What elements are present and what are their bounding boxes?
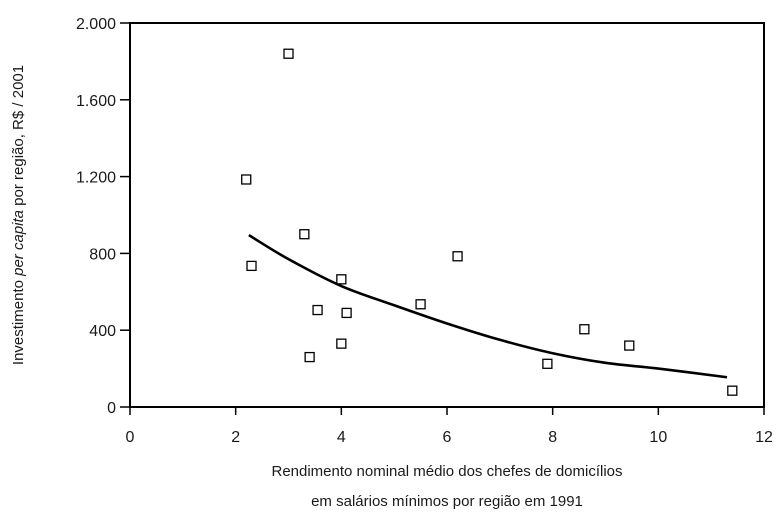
x-tick-label: 0 <box>126 429 135 446</box>
x-tick-label: 8 <box>548 429 557 446</box>
data-point <box>624 340 635 351</box>
x-tick-label: 12 <box>755 429 773 446</box>
data-point <box>415 299 426 310</box>
data-points <box>241 48 738 396</box>
x-tick-label: 10 <box>649 429 667 446</box>
x-axis-title-line-2: em salários mínimos por região em 1991 <box>311 493 583 510</box>
data-point <box>336 274 347 285</box>
data-point <box>241 174 252 185</box>
y-axis-title: Investimento per capita por região, R$ /… <box>10 65 27 365</box>
y-axis: 0 400 800 1.200 1.600 2.000 <box>76 16 130 417</box>
y-tick-label: 0 <box>107 400 116 417</box>
data-point <box>336 338 347 349</box>
x-tick-label: 6 <box>443 429 452 446</box>
x-tick-label: 2 <box>231 429 240 446</box>
plot-frame <box>129 22 765 408</box>
trend-line <box>248 234 728 379</box>
x-tick-label: 4 <box>337 429 346 446</box>
data-point <box>727 385 738 396</box>
y-axis-title-part-1: Investimento <box>10 276 27 365</box>
data-point <box>452 251 463 262</box>
data-point <box>341 307 352 319</box>
data-point <box>283 48 294 59</box>
x-axis-title-line-1: Rendimento nominal médio dos chefes de d… <box>271 463 622 480</box>
data-point <box>246 260 257 272</box>
y-axis-title-part-3: por região, R$ / 2001 <box>10 65 27 210</box>
data-point <box>304 351 315 363</box>
data-point <box>579 324 590 335</box>
y-tick-label: 1.600 <box>76 93 116 110</box>
y-tick-label: 2.000 <box>76 16 116 33</box>
y-tick-label: 800 <box>89 246 116 263</box>
data-point <box>312 304 323 316</box>
data-point <box>299 229 310 240</box>
y-tick-label: 1.200 <box>76 170 116 187</box>
y-axis-title-part-italic: per capita <box>10 210 27 277</box>
y-tick-label: 400 <box>89 323 116 340</box>
data-point <box>542 358 553 369</box>
x-axis: 0 2 4 6 8 10 12 <box>126 407 773 446</box>
